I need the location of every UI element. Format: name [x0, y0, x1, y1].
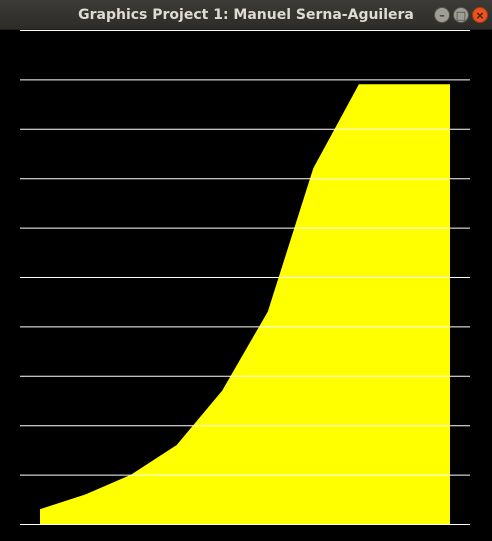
title-bar: Graphics Project 1: Manuel Serna-Aguiler…	[0, 0, 492, 30]
close-button[interactable]: ×	[472, 7, 488, 23]
minimize-button[interactable]: –	[434, 7, 450, 23]
drawing-canvas	[0, 30, 492, 541]
area-series	[40, 84, 450, 525]
window-title: Graphics Project 1: Manuel Serna-Aguiler…	[78, 7, 414, 23]
maximize-button[interactable]: □	[453, 7, 469, 23]
area-chart	[20, 30, 470, 525]
